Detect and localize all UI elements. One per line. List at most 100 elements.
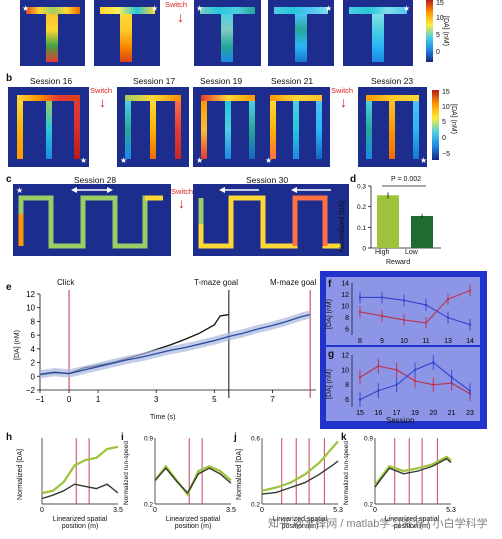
y-tick-label: 0 bbox=[362, 246, 366, 253]
small-line-charts: 0 3.5 0 3.50.90.20 5.30.60.20 5.30.90.2 bbox=[40, 436, 456, 513]
data-point bbox=[450, 376, 453, 379]
y-tick-label: 12 bbox=[341, 292, 349, 299]
colorbar-b bbox=[432, 90, 439, 160]
heatmap-b3: ★ bbox=[193, 87, 263, 167]
panel-letter: i bbox=[121, 432, 124, 443]
switch-label: Switch bbox=[171, 187, 194, 196]
data-point bbox=[358, 398, 362, 401]
session-label: Session 16 bbox=[30, 76, 73, 86]
data-point bbox=[402, 299, 406, 302]
y-tick-label: 0.9 bbox=[364, 436, 373, 443]
panel-letter: j bbox=[234, 432, 237, 443]
start-star-icon: ★ bbox=[403, 4, 411, 13]
y-tick-label: 6 bbox=[345, 327, 349, 334]
y-tick-label: 0.2 bbox=[144, 502, 153, 509]
y-tick-label: 12 bbox=[341, 353, 349, 360]
category-label: High bbox=[375, 249, 390, 256]
colorbar-a bbox=[426, 0, 433, 62]
cbar-tick: 10 bbox=[436, 15, 444, 22]
y-tick-label: 14 bbox=[341, 281, 349, 288]
axis-label-x: Reward bbox=[386, 259, 411, 266]
start-star-icon: ★ bbox=[325, 4, 333, 13]
data-point bbox=[377, 389, 380, 392]
y-tick-label: 0.9 bbox=[144, 436, 153, 443]
cbar-label: [DA] (nM) bbox=[442, 16, 449, 46]
heatmap-a1: ★ bbox=[20, 0, 85, 66]
annotation-mmaze-goal: M-maze goal bbox=[270, 278, 317, 287]
x-tick-label: 23 bbox=[466, 410, 474, 417]
panel-letter: e bbox=[6, 282, 12, 293]
snake-maze-c1: ★ bbox=[13, 184, 171, 256]
svg-text:★: ★ bbox=[16, 186, 23, 195]
series-line-1 bbox=[261, 460, 339, 495]
watermark-text: 知乎 @雷锋网 / matlab学习资源 / 小白学科学 bbox=[268, 518, 488, 530]
cbar-tick: 15 bbox=[442, 89, 450, 96]
bar-chart-d: 0 0.1 0.2 0.3 bbox=[357, 184, 441, 253]
cbar-tick: 5 bbox=[442, 119, 446, 126]
panel-letter: d bbox=[350, 174, 357, 185]
axis-label-x: Linearized spatial position (m) bbox=[384, 516, 440, 530]
data-point bbox=[358, 296, 362, 299]
x-tick-label: 20 bbox=[429, 410, 437, 417]
series-line-0 bbox=[360, 296, 471, 326]
data-point bbox=[413, 379, 417, 383]
series-line-0 bbox=[154, 464, 232, 497]
panel-letter: c bbox=[6, 174, 12, 185]
axis-label-x: Linearized spatial position (m) bbox=[52, 516, 108, 530]
cbar-tick: 0 bbox=[442, 135, 446, 142]
axis-label-x: Session bbox=[386, 416, 415, 425]
session-label: Session 17 bbox=[133, 76, 176, 86]
start-star-icon: ★ bbox=[196, 4, 204, 13]
bar-low bbox=[411, 215, 433, 248]
start-star-icon: ★ bbox=[151, 4, 159, 13]
heatmap-b5: ★ bbox=[358, 87, 427, 167]
annotation-tmaze-goal: T-maze goal bbox=[194, 278, 239, 287]
x-tick-label: 0 bbox=[153, 507, 157, 512]
x-tick-label: 10 bbox=[400, 338, 408, 345]
bar-high bbox=[377, 195, 399, 248]
heatmap-a2: ★ bbox=[94, 0, 160, 66]
panel-letter: b bbox=[6, 73, 13, 84]
switch-arrow-icon: ↓ bbox=[177, 9, 184, 25]
panel-fg-box: f g [DA] (nM) [DA] (nM) 14 12 10 8 6 8 9 10 11 13… bbox=[320, 271, 487, 429]
y-tick-label: 8 bbox=[345, 315, 349, 322]
y-tick-label: 10 bbox=[341, 367, 349, 374]
y-tick-label: 6 bbox=[31, 331, 36, 340]
panel-letter: k bbox=[341, 432, 347, 443]
heatmap-a4: ★ bbox=[268, 0, 334, 66]
p-value-label: P = 0.002 bbox=[391, 176, 422, 183]
x-tick-label: 5.3 bbox=[333, 507, 343, 512]
cbar-tick: 5 bbox=[436, 32, 440, 39]
series-line-0 bbox=[261, 440, 339, 492]
heatmap-b1: ★ bbox=[8, 87, 89, 167]
snake-maze-c2 bbox=[193, 184, 349, 256]
x-tick-label: 5 bbox=[212, 395, 217, 404]
x-tick-label: 5.3 bbox=[446, 507, 456, 512]
series-line-1 bbox=[374, 457, 452, 488]
cbar-tick: 15 bbox=[436, 0, 444, 7]
series-line-0 bbox=[374, 455, 452, 486]
series-line-0 bbox=[41, 445, 119, 495]
axis-label-x: Time (s) bbox=[150, 414, 176, 421]
start-star-icon: ★ bbox=[120, 156, 128, 165]
session-label: Session 30 bbox=[246, 175, 289, 185]
data-point bbox=[395, 383, 398, 386]
x-tick-label: 9 bbox=[380, 338, 384, 345]
x-tick-label: 1 bbox=[96, 395, 101, 404]
x-tick-label: 13 bbox=[444, 338, 452, 345]
x-tick-label: 0 bbox=[67, 395, 72, 404]
y-tick-label: 0.2 bbox=[357, 204, 366, 211]
data-point bbox=[358, 310, 362, 314]
series-band bbox=[40, 310, 311, 379]
data-point bbox=[377, 364, 380, 368]
heatmap-b4: ★ bbox=[262, 87, 330, 167]
line-charts-fg: 14 12 10 8 6 8 9 10 11 13 14 12 10 8 6 15 16 17 19 20 21 23 bbox=[341, 281, 474, 418]
data-point bbox=[413, 368, 417, 372]
x-tick-label: 0 bbox=[373, 507, 377, 512]
start-star-icon: ★ bbox=[265, 156, 273, 165]
x-tick-label: 0 bbox=[260, 507, 264, 512]
cbar-tick: 10 bbox=[442, 104, 450, 111]
y-tick-label: 4 bbox=[31, 345, 36, 354]
session-label: Session 21 bbox=[271, 76, 314, 86]
y-tick-label: 2 bbox=[31, 359, 36, 368]
